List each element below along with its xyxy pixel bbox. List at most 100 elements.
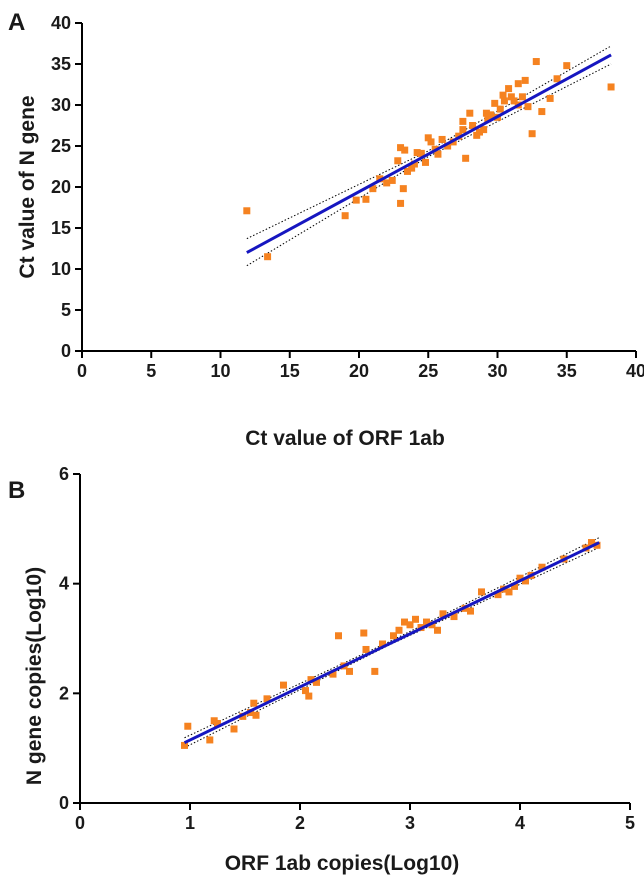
panel-b-data-point <box>511 582 518 590</box>
panel-b-data-point <box>360 629 368 637</box>
panel-a-data-point <box>388 176 396 184</box>
panel-a-regression-line <box>246 53 612 254</box>
panel-a-data-point <box>459 117 467 125</box>
panel-b-data-point <box>206 736 214 744</box>
panel-a-data-point <box>362 195 370 203</box>
panel-b-x-tick-label: 1 <box>185 813 195 833</box>
panel-a-y-tick-label: 30 <box>51 95 71 115</box>
panel-a-y-tick-label: 15 <box>51 218 71 238</box>
panel-b-data-point <box>181 741 188 749</box>
panel-a-data-point <box>397 199 405 207</box>
panel-b-data-point <box>390 632 397 640</box>
panel-b-data-point <box>346 667 353 675</box>
panel-a-data-point <box>459 126 467 134</box>
panel-b-x-tick-label: 0 <box>75 813 85 833</box>
panel-b-chart: B N gene copies(Log10) ORF 1ab copies(Lo… <box>8 464 635 875</box>
panel-a-data-point <box>510 97 518 105</box>
panel-a-data-point <box>487 111 495 119</box>
panel-a-data-point <box>434 150 442 158</box>
panel-b-data-point <box>588 539 595 547</box>
panel-a-y-tick-label: 0 <box>61 341 71 361</box>
panel-a-data-point <box>410 160 418 168</box>
panel-a-data-point <box>469 122 477 129</box>
panel-a-data-point <box>475 128 483 136</box>
panel-a-data-point <box>243 207 251 215</box>
panel-a-data-point <box>352 196 360 204</box>
panel-b-data-point <box>230 725 238 733</box>
panel-b-y-axis-title: N gene copies(Log10) <box>23 567 46 785</box>
panel-b-data-point <box>379 640 386 648</box>
panel-a-data-point <box>480 126 488 134</box>
panel-a-data-point <box>521 76 529 84</box>
panel-b-data-point <box>305 692 313 700</box>
panel-b-data-point <box>280 681 287 689</box>
panel-a-data-point <box>499 91 507 99</box>
panel-a-x-tick-label: 20 <box>349 361 369 381</box>
panel-a-data-point <box>408 164 416 172</box>
panel-a-y-axis-title: Ct value of N gene <box>16 95 39 278</box>
panel-a-y-tick-label: 40 <box>51 13 71 33</box>
panel-a-data-point <box>484 115 492 123</box>
panel-a-data-point <box>438 135 446 143</box>
panel-a-data-point <box>507 93 515 101</box>
panel-a-data-point <box>482 109 490 117</box>
panel-a-data-point <box>553 75 561 83</box>
panel-b-data-point <box>423 618 430 626</box>
panel-a-data-point <box>369 185 377 193</box>
panel-a-data-point <box>417 149 425 157</box>
panel-a-data-point <box>401 146 409 154</box>
panel-b-data-point <box>371 667 379 675</box>
panel-b-data-point <box>247 709 254 717</box>
panel-a-x-tick-label: 10 <box>210 361 230 381</box>
panel-b-data-point <box>313 678 320 686</box>
panel-b-x-tick-label: 3 <box>405 813 415 833</box>
panel-b-data-point <box>412 615 419 623</box>
panel-a-x-tick-label: 0 <box>77 361 87 381</box>
panel-b-x-tick-label: 2 <box>295 813 305 833</box>
panel-b-data-point <box>239 712 247 720</box>
panel-a-data-point <box>397 144 405 152</box>
panel-a-data-point <box>427 138 435 146</box>
panel-a-data-point <box>505 85 513 93</box>
panel-b-x-tick-label: 5 <box>625 813 635 833</box>
panel-b-data-point <box>335 632 342 640</box>
panel-b-data-point <box>494 591 502 599</box>
panel-a-data-point <box>546 94 554 102</box>
panel-a-data-point <box>491 99 499 107</box>
panel-a-data-point <box>403 167 411 175</box>
panel-b-data-point <box>406 621 414 629</box>
panel-a-data-point <box>264 253 272 261</box>
panel-b-data-point <box>362 645 370 653</box>
panel-a-y-tick-label: 20 <box>51 177 71 197</box>
panel-b-data-point <box>263 695 271 703</box>
panel-a-data-point <box>462 154 470 162</box>
panel-a-y-tick-label: 25 <box>51 136 71 156</box>
panel-a-data-point <box>528 130 536 138</box>
panel-a-data-point <box>424 134 432 142</box>
panel-a-y-tick-label: 5 <box>61 300 71 320</box>
panel-b-data-point <box>478 588 485 596</box>
panel-a-x-tick-label: 15 <box>280 361 300 381</box>
panel-a-y-tick-label: 10 <box>51 259 71 279</box>
panel-b-x-axis-title: ORF 1ab copies(Log10) <box>225 852 460 875</box>
panel-a-data-point <box>496 105 504 113</box>
panel-a-data-point <box>518 93 526 101</box>
panel-a-x-tick-label: 40 <box>626 361 644 381</box>
panel-a-data-point <box>524 103 532 111</box>
panel-b-data-point <box>516 574 524 582</box>
panel-b-data-point <box>252 711 260 719</box>
panel-b-data-point <box>329 670 337 678</box>
panel-a-data-point <box>394 157 402 165</box>
panel-b-data-point <box>467 607 474 615</box>
panel-a-data-point <box>444 142 452 150</box>
panel-a-data-point <box>421 158 429 166</box>
panel-b-data-point <box>395 626 403 634</box>
panel-a-y-tick-label: 35 <box>51 54 71 74</box>
panel-b-y-tick-label: 2 <box>59 683 69 703</box>
panel-a-data-point <box>538 108 546 116</box>
panel-b-x-tick-label: 4 <box>515 813 525 833</box>
panel-a-chart: A Ct value of N gene Ct value of ORF 1ab… <box>8 9 644 450</box>
panel-a-x-axis-title: Ct value of ORF 1ab <box>245 427 445 450</box>
panel-a-data-point <box>466 109 474 117</box>
